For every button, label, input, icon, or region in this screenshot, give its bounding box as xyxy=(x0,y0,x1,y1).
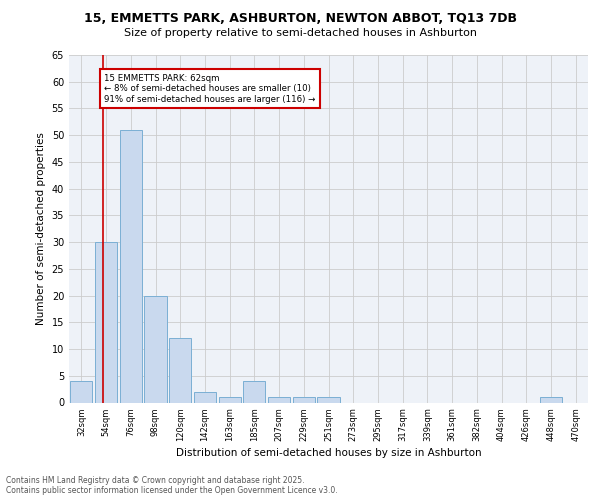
Bar xyxy=(293,397,315,402)
Bar xyxy=(169,338,191,402)
Bar xyxy=(95,242,117,402)
Bar xyxy=(194,392,216,402)
Text: Size of property relative to semi-detached houses in Ashburton: Size of property relative to semi-detach… xyxy=(124,28,476,38)
Bar xyxy=(70,381,92,402)
Text: 15, EMMETTS PARK, ASHBURTON, NEWTON ABBOT, TQ13 7DB: 15, EMMETTS PARK, ASHBURTON, NEWTON ABBO… xyxy=(83,12,517,26)
X-axis label: Distribution of semi-detached houses by size in Ashburton: Distribution of semi-detached houses by … xyxy=(176,448,481,458)
Text: 15 EMMETTS PARK: 62sqm
← 8% of semi-detached houses are smaller (10)
91% of semi: 15 EMMETTS PARK: 62sqm ← 8% of semi-deta… xyxy=(104,74,316,104)
Bar xyxy=(268,397,290,402)
Bar xyxy=(317,397,340,402)
Bar xyxy=(243,381,265,402)
Text: Contains HM Land Registry data © Crown copyright and database right 2025.
Contai: Contains HM Land Registry data © Crown c… xyxy=(6,476,338,495)
Bar xyxy=(145,296,167,403)
Bar xyxy=(540,397,562,402)
Y-axis label: Number of semi-detached properties: Number of semi-detached properties xyxy=(36,132,46,325)
Bar xyxy=(218,397,241,402)
Bar xyxy=(119,130,142,402)
